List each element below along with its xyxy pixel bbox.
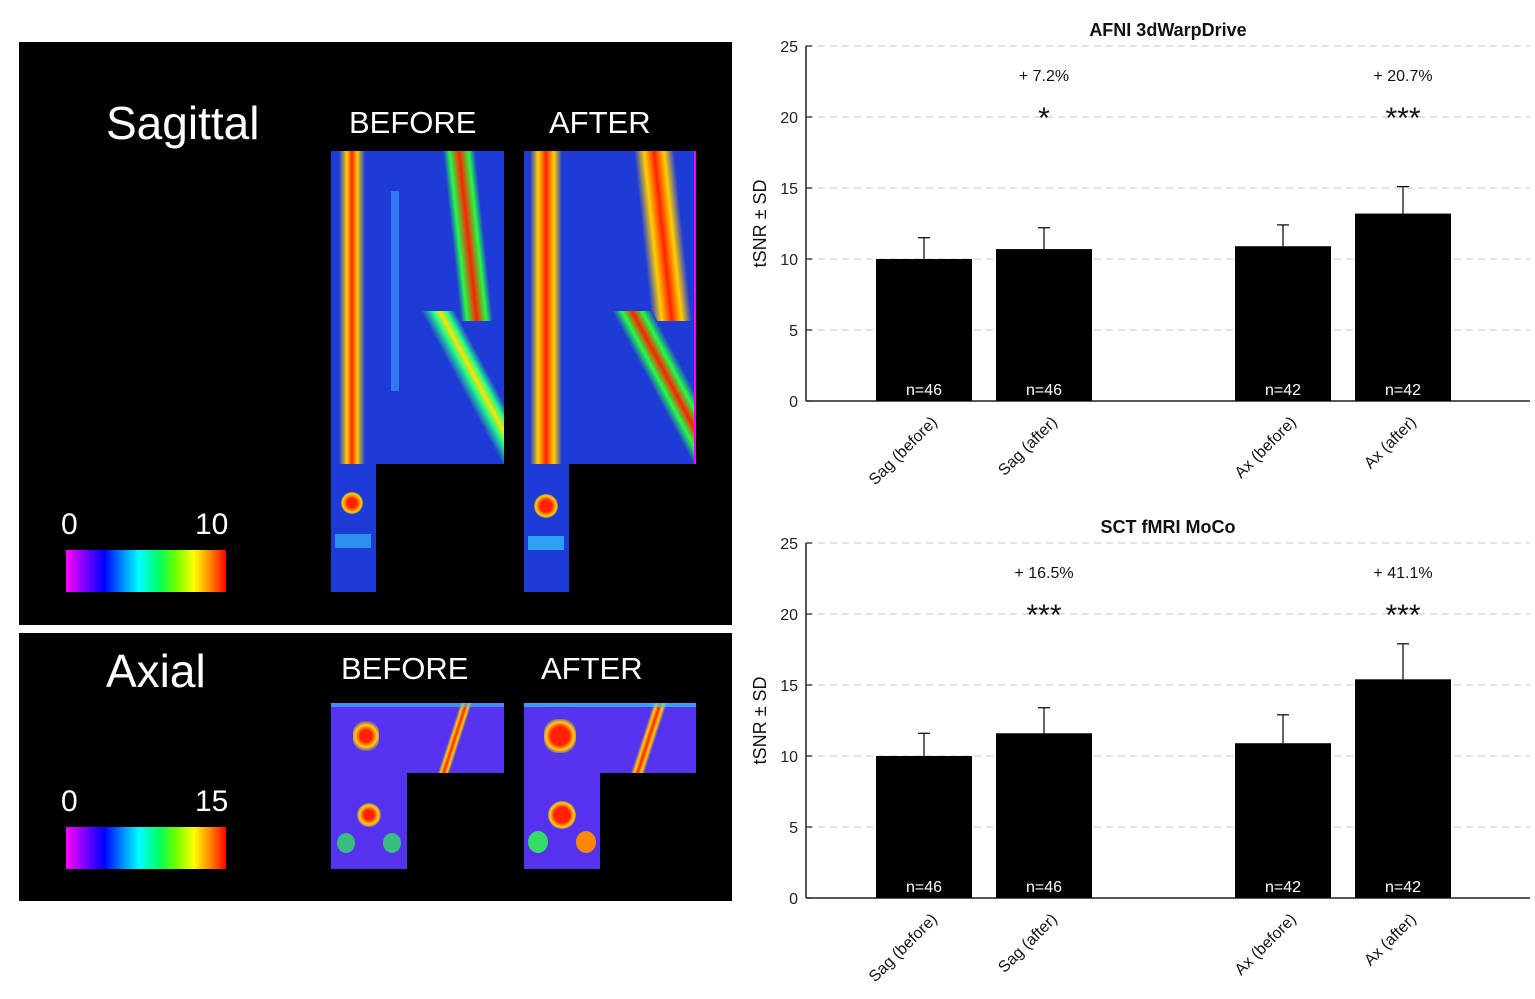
n-label: n=42 — [1265, 382, 1301, 399]
axial-after-label: AFTER — [541, 651, 643, 686]
bar — [1235, 246, 1331, 401]
x-tick-label: Sag (after) — [995, 911, 1060, 976]
x-tick-label: Ax (after) — [1361, 414, 1420, 473]
n-label: n=46 — [1026, 382, 1062, 399]
x-tick-label: Sag (after) — [995, 414, 1060, 479]
percent-change-label: + 41.1% — [1373, 565, 1432, 582]
axial-before-scan-image — [331, 703, 504, 773]
y-tick-label: 5 — [789, 323, 798, 340]
chart-title: AFNI 3dWarpDrive — [1089, 20, 1246, 40]
n-label: n=42 — [1385, 879, 1421, 896]
axial-panel: Axial BEFORE AFTER 0 15 — [19, 633, 732, 901]
sagittal-colorbar — [66, 550, 226, 592]
y-tick-label: 20 — [780, 607, 798, 624]
x-tick-label: Sag (before) — [866, 414, 941, 489]
sagittal-before-label: BEFORE — [349, 105, 477, 140]
x-tick-label: Ax (before) — [1232, 414, 1300, 482]
y-tick-label: 15 — [780, 678, 798, 695]
percent-change-label: + 7.2% — [1019, 68, 1069, 85]
tsnr-bar-charts: 0 5 10 15 20 25 AFNI 3dWarpDrive tSNR ± SD n=46 S… — [750, 20, 1530, 986]
axial-after-scan-image — [524, 703, 696, 773]
significance-marker: *** — [1385, 102, 1420, 135]
sagittal-after-label: AFTER — [549, 105, 651, 140]
n-label: n=46 — [1026, 879, 1062, 896]
percent-change-label: + 16.5% — [1014, 565, 1073, 582]
chart-title: SCT fMRI MoCo — [1101, 517, 1236, 537]
sagittal-panel: Sagittal BEFORE AFTER 0 10 — [19, 42, 732, 625]
axial-title: Axial — [106, 645, 206, 697]
n-label: n=46 — [906, 879, 942, 896]
y-axis-label: tSNR ± SD — [750, 677, 770, 765]
axial-before-inset — [331, 773, 407, 869]
y-tick-label: 10 — [780, 252, 798, 269]
y-tick-label: 0 — [789, 891, 798, 908]
sagittal-colorbar-max: 10 — [195, 508, 229, 541]
y-tick-label: 25 — [780, 536, 798, 553]
x-tick-label: Ax (after) — [1361, 911, 1420, 970]
y-tick-label: 0 — [789, 394, 798, 411]
sagittal-colorbar-min: 0 — [61, 508, 78, 541]
bar — [1355, 679, 1451, 898]
significance-marker: *** — [1026, 599, 1061, 632]
bar — [876, 259, 972, 401]
bar — [1355, 213, 1451, 401]
sagittal-after-scan-image — [524, 151, 696, 464]
axial-before-label: BEFORE — [341, 651, 469, 686]
y-tick-label: 20 — [780, 110, 798, 127]
y-tick-label: 5 — [789, 820, 798, 837]
percent-change-label: + 20.7% — [1373, 68, 1432, 85]
sagittal-before-scan-image — [331, 151, 504, 464]
axial-colorbar — [66, 827, 226, 869]
bar — [876, 756, 972, 898]
significance-marker: *** — [1385, 599, 1420, 632]
axial-colorbar-min: 0 — [61, 785, 78, 818]
sagittal-after-axial-inset — [524, 464, 569, 592]
n-label: n=46 — [906, 382, 942, 399]
y-tick-label: 10 — [780, 749, 798, 766]
axial-colorbar-max: 15 — [195, 785, 229, 818]
bar — [996, 249, 1092, 401]
y-tick-label: 25 — [780, 39, 798, 56]
n-label: n=42 — [1265, 879, 1301, 896]
sagittal-title: Sagittal — [106, 97, 260, 149]
sagittal-before-axial-inset — [331, 464, 376, 592]
significance-marker: * — [1038, 102, 1050, 135]
y-tick-label: 15 — [780, 181, 798, 198]
x-tick-label: Sag (before) — [866, 911, 941, 986]
y-axis-label: tSNR ± SD — [750, 180, 770, 268]
bar — [996, 733, 1092, 898]
n-label: n=42 — [1385, 382, 1421, 399]
bar — [1235, 743, 1331, 898]
axial-after-inset — [524, 773, 600, 869]
x-tick-label: Ax (before) — [1232, 911, 1300, 979]
